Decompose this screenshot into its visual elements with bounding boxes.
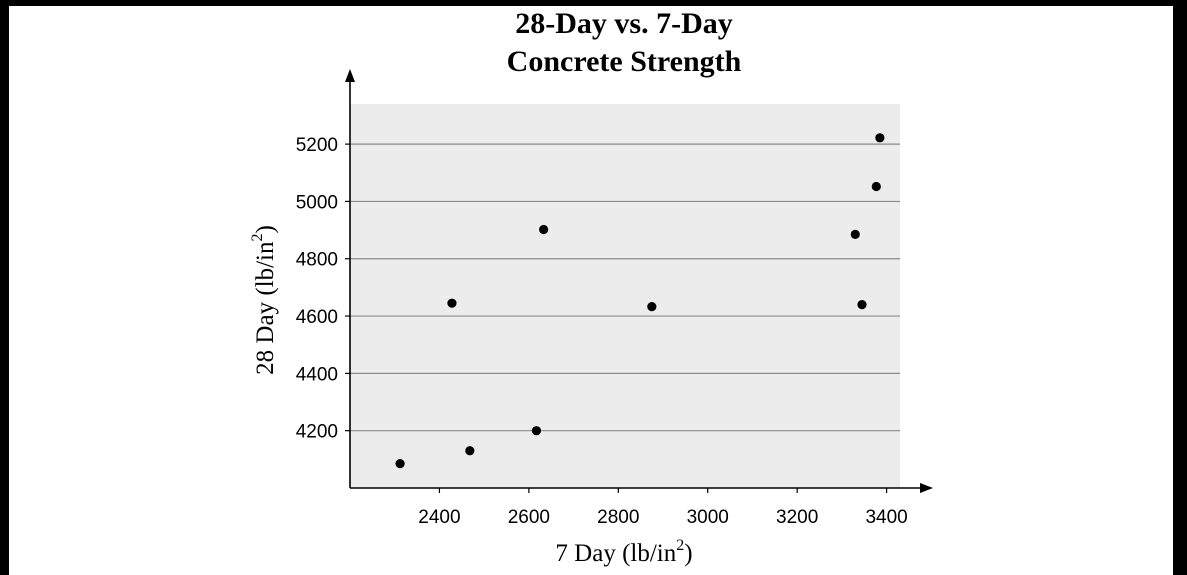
y-axis-label-text: 28 Day (lb/in (252, 241, 279, 375)
data-point-2 (447, 298, 457, 308)
x-tick-labels: 2400 2600 2800 3000 3200 3400 (418, 488, 908, 528)
data-point-7 (850, 229, 860, 239)
y-tick-label-5000: 5000 (296, 192, 338, 213)
y-tick-labels: 4200 4400 4600 4800 5000 5200 (296, 135, 338, 443)
y-axis-label-sup: 2 (249, 234, 266, 242)
x-tick-label-2600: 2600 (508, 507, 550, 528)
y-tick-label-4800: 4800 (296, 250, 338, 271)
data-point-1 (395, 459, 405, 469)
y-tick-label-4400: 4400 (296, 364, 338, 385)
x-axis-label-sup: 2 (676, 537, 684, 554)
data-point-6 (647, 302, 657, 312)
x-axis-label-close: ) (684, 540, 692, 567)
data-point-10 (875, 133, 885, 143)
data-point-5 (539, 224, 549, 235)
chart-title-line-2: Concrete Strength (507, 45, 742, 78)
data-point-9 (871, 181, 881, 192)
x-axis-arrow-icon (920, 483, 933, 493)
x-tick-label-2800: 2800 (597, 507, 639, 528)
y-axis-label: 28 Day (lb/in2) (249, 225, 279, 375)
x-axis-label-text: 7 Day (lb/in (555, 540, 676, 567)
x-tick-label-3000: 3000 (687, 507, 729, 528)
data-point-4 (531, 426, 542, 436)
y-tick-label-4600: 4600 (296, 307, 338, 328)
data-points (395, 133, 885, 469)
x-tick-label-3400: 3400 (865, 507, 907, 528)
y-tick-label-5200: 5200 (296, 135, 338, 156)
x-tick-label-3200: 3200 (776, 507, 818, 528)
x-axis-label: 7 Day (lb/in2) (555, 537, 692, 567)
y-tick-label-4200: 4200 (296, 422, 338, 443)
data-point-3 (465, 446, 475, 456)
y-axis-arrow-icon (345, 69, 355, 82)
chart-title-line-1: 28-Day vs. 7-Day (515, 7, 733, 40)
gridlines (345, 143, 900, 432)
data-point-8 (857, 299, 867, 310)
y-axis-label-close: ) (252, 225, 279, 233)
plot-area (350, 104, 900, 488)
x-tick-label-2400: 2400 (418, 507, 460, 528)
